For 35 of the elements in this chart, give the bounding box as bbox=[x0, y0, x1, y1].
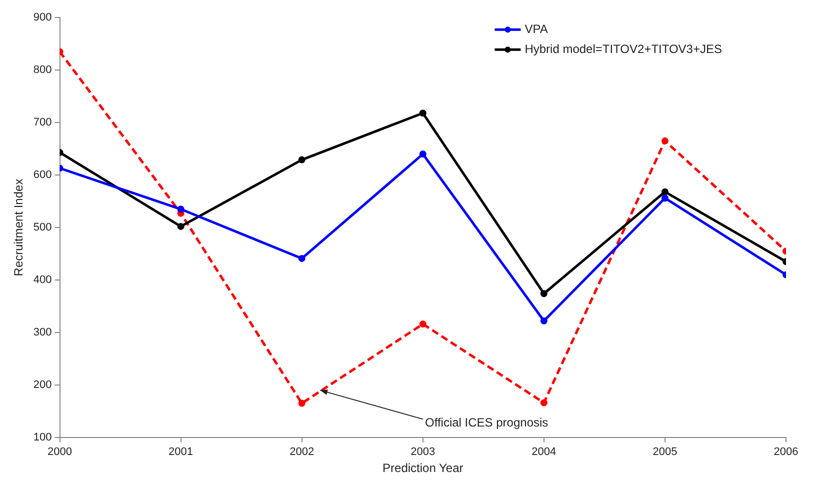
x-tick-label: 2000 bbox=[48, 446, 72, 458]
y-tick-label: 300 bbox=[33, 326, 52, 338]
point bbox=[298, 400, 306, 407]
point bbox=[419, 150, 426, 158]
y-axis-title: Recruitment Index bbox=[12, 178, 26, 276]
point bbox=[661, 188, 668, 196]
y-tick-label: 500 bbox=[33, 222, 52, 234]
x-tick-label: 2004 bbox=[532, 446, 556, 458]
y-tick-label: 200 bbox=[33, 378, 52, 391]
y-tick-label: 400 bbox=[33, 274, 52, 286]
point bbox=[298, 254, 306, 262]
x-tick-label: 2003 bbox=[410, 446, 436, 458]
x-axis-title: Prediction Year bbox=[382, 461, 464, 476]
y-tick-label: 100 bbox=[33, 431, 52, 444]
x-tick-label: 2002 bbox=[290, 446, 314, 458]
y-tick-label: 900 bbox=[33, 12, 52, 24]
x-tick-label: 2005 bbox=[652, 446, 678, 458]
point bbox=[540, 290, 548, 298]
point bbox=[177, 222, 184, 230]
annotation: Official ICES prognosis bbox=[424, 415, 548, 430]
point bbox=[298, 156, 306, 164]
point bbox=[419, 320, 426, 328]
legend-label: VPA bbox=[524, 22, 548, 36]
y-tick-label: 700 bbox=[33, 116, 52, 129]
legend-label: Hybrid model=TITOV2+TITOV3+JES bbox=[524, 42, 722, 56]
x-tick-label: 2006 bbox=[774, 446, 798, 458]
y-tick-label: 800 bbox=[33, 64, 52, 76]
point bbox=[177, 206, 184, 213]
y-tick-label: 600 bbox=[33, 169, 52, 182]
point bbox=[540, 399, 548, 406]
point bbox=[661, 137, 668, 144]
point bbox=[661, 194, 668, 202]
point bbox=[540, 317, 548, 324]
x-tick-label: 2001 bbox=[168, 446, 194, 458]
point bbox=[419, 110, 426, 117]
